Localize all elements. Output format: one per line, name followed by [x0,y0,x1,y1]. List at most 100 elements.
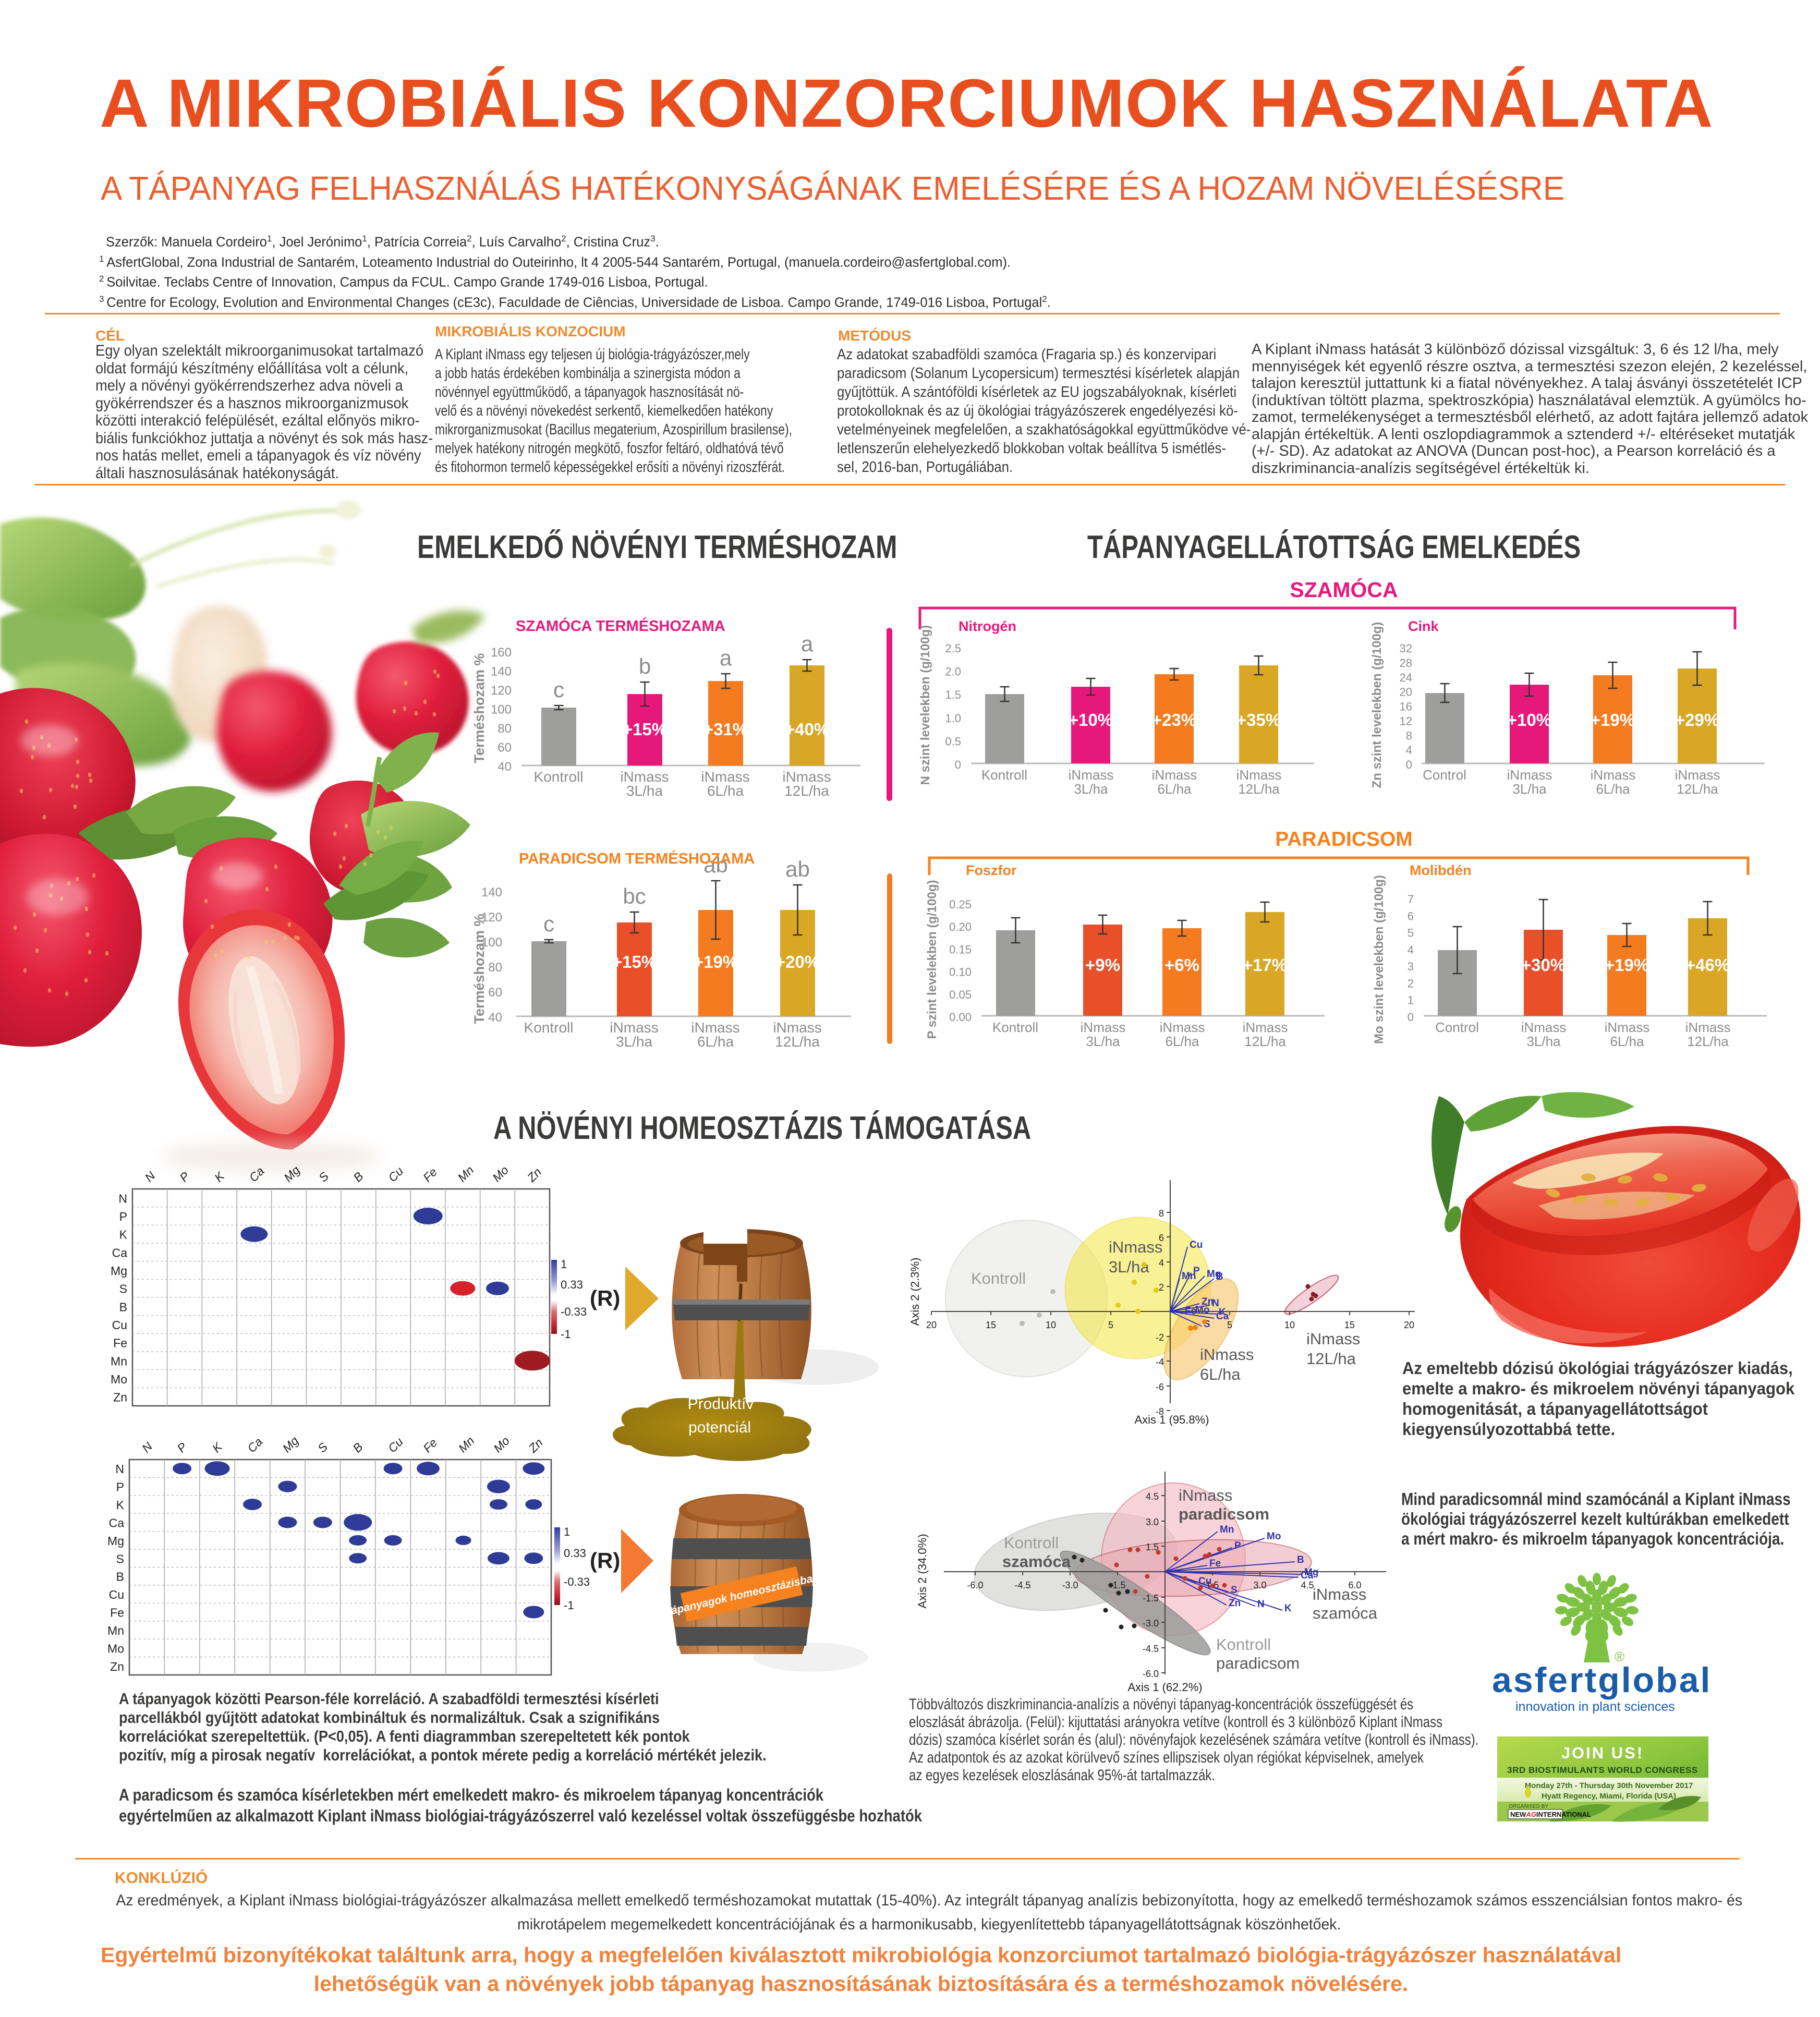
svg-text:Molibdén: Molibdén [1410,862,1471,878]
svg-text:potenciál: potenciál [688,1419,751,1436]
svg-text:iNmass: iNmass [1069,767,1114,783]
svg-text:N: N [1212,1298,1219,1309]
svg-text:Axis 2 (34.0%): Axis 2 (34.0%) [916,1534,929,1608]
svg-text:5: 5 [1408,927,1414,940]
svg-text:Mo: Mo [490,1163,511,1184]
svg-text:2: 2 [1159,1282,1164,1293]
svg-text:+23%: +23% [1152,710,1196,730]
svg-text:P: P [177,1169,192,1185]
svg-text:12L/ha: 12L/ha [1244,1034,1286,1049]
svg-text:Cu: Cu [1190,1240,1203,1250]
svg-text:28: 28 [1400,657,1412,670]
svg-text:Cu: Cu [385,1435,406,1455]
svg-text:3RD BIOSTIMULANTS WORLD CONGRE: 3RD BIOSTIMULANTS WORLD CONGRESS [1507,1765,1697,1775]
svg-text:3L/ha: 3L/ha [1074,781,1108,797]
svg-text:Mn: Mn [107,1624,124,1637]
svg-text:Fe: Fe [1209,1558,1221,1569]
svg-text:iNmass: iNmass [1179,1486,1232,1504]
svg-text:140: 140 [481,885,502,900]
svg-text:12L/ha: 12L/ha [784,783,829,799]
svg-text:6: 6 [1408,909,1414,922]
svg-text:6L/ha: 6L/ha [1157,781,1192,797]
svg-text:0: 0 [955,758,961,771]
svg-text:Hyatt Regency, Miami, Florida: Hyatt Regency, Miami, Florida (USA) [1542,1792,1676,1801]
svg-text:Produktív: Produktív [688,1395,754,1413]
svg-text:iNmass: iNmass [1507,767,1552,783]
svg-text:0.33: 0.33 [564,1547,586,1560]
svg-text:3L/ha: 3L/ha [1526,1034,1561,1049]
svg-text:K: K [210,1439,225,1455]
svg-text:8: 8 [1159,1208,1164,1219]
svg-text:-1: -1 [564,1599,574,1612]
svg-text:32: 32 [1400,642,1412,655]
svg-text:iNmass: iNmass [691,1019,739,1036]
svg-text:0: 0 [1408,1011,1414,1024]
svg-text:Kontroll: Kontroll [534,769,584,785]
svg-text:iNmass: iNmass [1160,1019,1205,1035]
svg-text:140: 140 [491,665,512,679]
svg-text:iNmass: iNmass [782,769,831,785]
svg-text:iNmass: iNmass [1306,1330,1360,1348]
svg-text:3: 3 [1408,960,1414,973]
svg-text:+10%: +10% [1507,710,1551,730]
svg-text:B: B [350,1440,365,1455]
svg-text:NEWAGINTERNATIONAL: NEWAGINTERNATIONAL [1510,1811,1591,1818]
svg-text:iNmass: iNmass [1200,1345,1254,1364]
svg-text:P: P [1234,1540,1241,1551]
svg-text:6L/ha: 6L/ha [1165,1034,1199,1049]
svg-text:40: 40 [488,1011,502,1025]
svg-text:Kontroll: Kontroll [524,1019,574,1036]
svg-text:Kontroll: Kontroll [1216,1635,1271,1654]
svg-text:Axis 1 (62.2%): Axis 1 (62.2%) [1127,1681,1202,1694]
svg-text:iNmass: iNmass [1313,1585,1366,1603]
svg-text:ab: ab [703,853,728,877]
svg-text:-6.0: -6.0 [1143,1669,1159,1679]
svg-text:iNmass: iNmass [1521,1019,1567,1035]
svg-text:+19%: +19% [694,952,738,971]
svg-text:iNmass: iNmass [1236,767,1282,783]
svg-text:16: 16 [1400,700,1412,713]
svg-text:N: N [1257,1599,1265,1610]
svg-text:12L/ha: 12L/ha [1687,1034,1729,1049]
svg-text:24: 24 [1400,671,1412,684]
svg-text:Cink: Cink [1408,618,1439,634]
svg-text:100: 100 [481,935,502,950]
svg-text:2.5: 2.5 [945,642,961,655]
svg-text:iNmass: iNmass [620,769,669,785]
svg-text:PARADICSOM TERMÉSHOZAMA: PARADICSOM TERMÉSHOZAMA [519,849,755,867]
svg-text:Mn: Mn [455,1163,476,1185]
svg-text:Mo: Mo [111,1372,127,1386]
svg-text:P: P [116,1480,124,1494]
svg-text:iNmass: iNmass [1591,767,1636,783]
svg-text:szamóca: szamóca [1002,1552,1071,1571]
svg-text:Kontroll: Kontroll [981,767,1027,783]
svg-text:B: B [1216,1271,1223,1282]
svg-text:szamóca: szamóca [1313,1604,1378,1622]
svg-text:+15%: +15% [612,952,657,971]
svg-text:c: c [553,677,564,702]
svg-text:12L/ha: 12L/ha [775,1034,820,1050]
svg-text:S: S [1231,1585,1237,1596]
svg-text:7: 7 [1408,893,1414,906]
svg-text:iNmass: iNmass [1243,1019,1288,1035]
svg-text:iNmass: iNmass [1152,767,1197,783]
svg-text:+17%: +17% [1243,955,1287,975]
svg-text:-6: -6 [1156,1382,1164,1392]
svg-text:iNmass: iNmass [1675,767,1720,783]
svg-text:iNmass: iNmass [610,1019,658,1036]
svg-text:Kontroll: Kontroll [992,1019,1038,1035]
svg-text:Control: Control [1423,767,1466,783]
svg-text:asfertglobal: asfertglobal [1492,1660,1712,1700]
svg-text:iNmass: iNmass [701,769,749,785]
svg-text:12L/ha: 12L/ha [1238,781,1280,797]
svg-text:+29%: +29% [1675,710,1719,730]
svg-text:K: K [1284,1603,1292,1614]
svg-text:a: a [720,646,732,670]
svg-text:Zn: Zn [1229,1598,1241,1609]
svg-text:Ca: Ca [112,1246,128,1259]
svg-text:1: 1 [1408,994,1414,1007]
svg-text:Axis 2 (2.3%): Axis 2 (2.3%) [908,1258,921,1326]
svg-text:Zn: Zn [526,1436,545,1455]
svg-text:60: 60 [488,986,502,1000]
svg-text:bc: bc [623,884,646,908]
